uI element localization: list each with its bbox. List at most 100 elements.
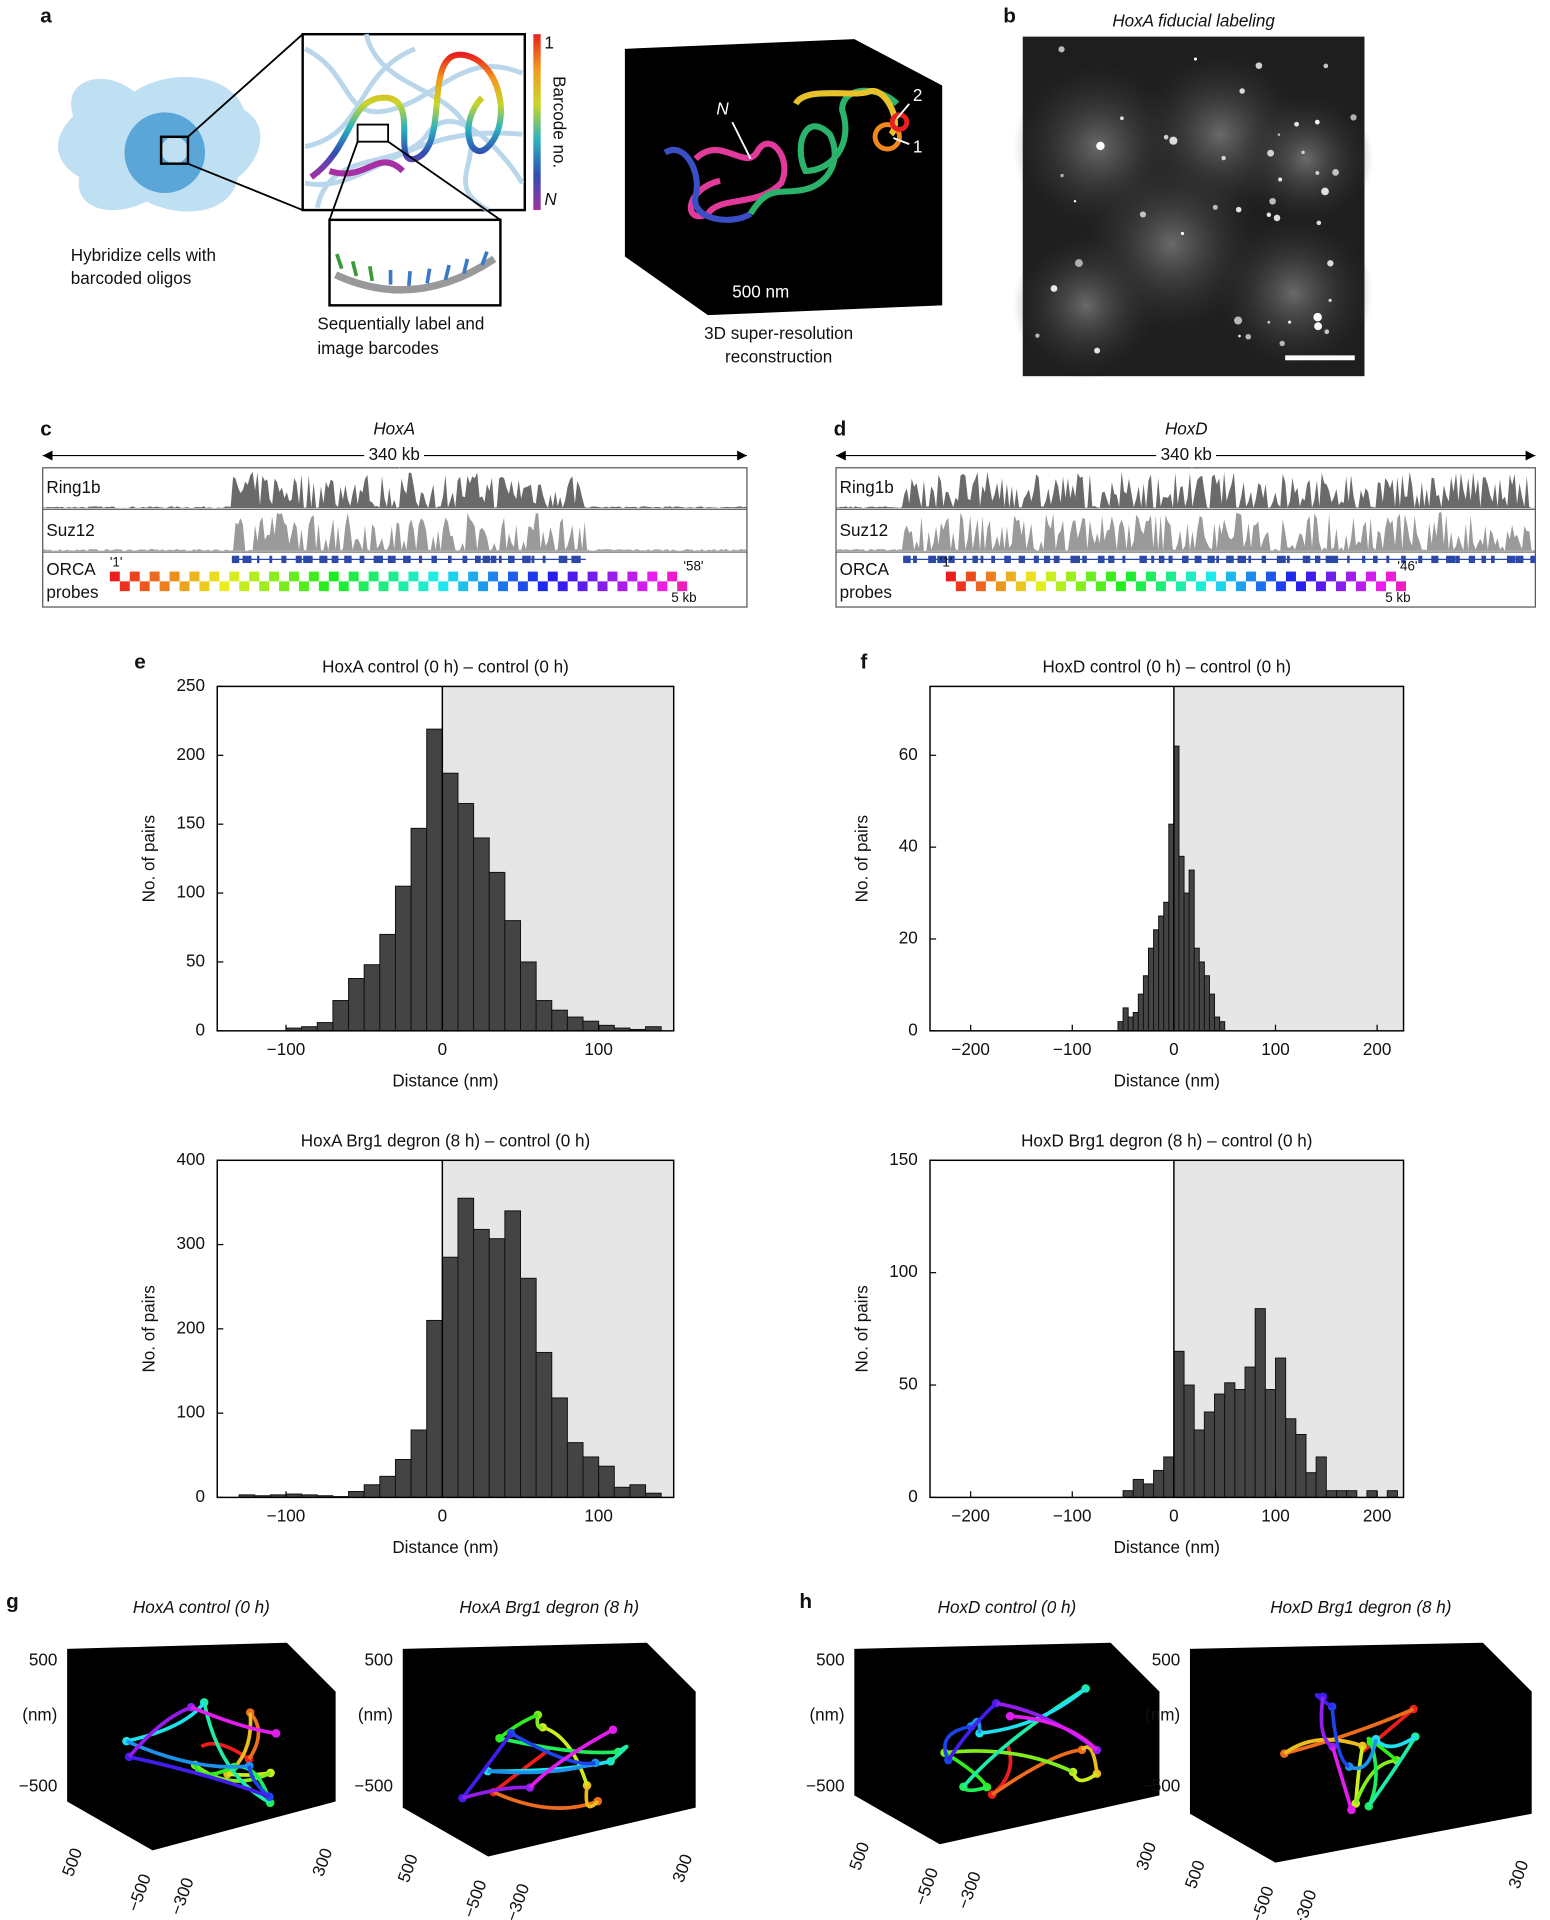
bar	[316, 1022, 334, 1032]
z-tick-label: 500	[816, 1651, 844, 1670]
trace-segment	[126, 1701, 206, 1743]
probe	[1365, 571, 1376, 582]
probe	[219, 581, 230, 592]
probe	[169, 571, 180, 582]
trace-segment	[944, 1749, 1074, 1774]
y-tick-label: 50	[186, 951, 205, 970]
bar	[1178, 855, 1185, 1032]
bar	[1244, 1366, 1256, 1498]
bar	[1188, 869, 1195, 1032]
probe-label: '1'	[940, 555, 953, 570]
gene-title: HoxA	[373, 419, 415, 438]
barcode-axis: Barcode no.	[549, 76, 568, 168]
probe	[1005, 571, 1016, 582]
x-tick-label: 100	[1261, 1040, 1289, 1059]
y-tick-label: 250	[177, 676, 205, 695]
y-tick-label: 150	[177, 814, 205, 833]
bar	[1168, 823, 1175, 1032]
probe	[657, 581, 668, 592]
bar	[1147, 947, 1155, 1032]
bar	[1234, 1389, 1246, 1498]
trace-segment	[1330, 1706, 1351, 1769]
y-tick-label: 100	[177, 883, 205, 902]
probe	[288, 571, 299, 582]
track-frame	[42, 467, 748, 608]
caption: 3D super-resolution	[704, 324, 853, 343]
probe	[1315, 581, 1326, 592]
trace-segment	[1283, 1737, 1364, 1756]
bar	[473, 1228, 490, 1498]
trace-segment	[1367, 1735, 1417, 1808]
bar	[1203, 975, 1210, 1032]
chip-signal	[836, 471, 1536, 509]
probe	[627, 571, 638, 582]
probe	[1025, 571, 1036, 582]
panel-label: b	[1003, 5, 1016, 28]
fiducial-spot	[1288, 320, 1292, 324]
bar	[379, 933, 396, 1032]
axis-tick-label: −500	[1247, 1884, 1278, 1920]
y-tick-label: 0	[908, 1020, 917, 1039]
x-tick-label: −100	[1053, 1040, 1091, 1059]
fiducial-spot	[1180, 231, 1185, 236]
axis-tick-label: 500	[59, 1846, 87, 1879]
bar	[1214, 1016, 1221, 1032]
probe	[1015, 581, 1026, 592]
probe	[955, 581, 966, 592]
probe	[975, 581, 986, 592]
probe	[1385, 571, 1396, 582]
fiducial-spot	[1212, 204, 1218, 210]
probe	[1055, 581, 1066, 592]
y-tick-label: 150	[889, 1150, 917, 1169]
y-tick-label: 200	[177, 745, 205, 764]
z-tick-label: 500	[365, 1651, 393, 1670]
fiducial-spot	[1279, 340, 1285, 347]
fiducial-spot	[1332, 169, 1339, 176]
fiducial-spot	[1096, 141, 1105, 151]
probe	[985, 571, 996, 582]
micrograph	[1012, 36, 1374, 379]
probe	[547, 571, 558, 582]
trace-segment	[946, 1701, 998, 1762]
bar	[1127, 1016, 1134, 1032]
y-tick-label: 0	[908, 1487, 917, 1506]
trace-segment	[460, 1732, 513, 1800]
y-tick-label: 0	[196, 1487, 205, 1506]
bar	[1142, 975, 1149, 1032]
probe-label: '1'	[110, 555, 123, 570]
bar	[363, 964, 381, 1032]
bar	[1137, 993, 1144, 1032]
probe	[995, 581, 1006, 592]
bar	[1285, 1418, 1297, 1498]
panel-label: g	[6, 1590, 19, 1613]
bar	[1173, 1350, 1185, 1498]
fiducial-spot	[1327, 260, 1334, 267]
3d-traces: HoxA control (0 h) 500 (nm) −500 500 −500 −300…	[19, 1598, 1532, 1920]
bar	[1275, 1357, 1287, 1498]
bar	[1142, 1483, 1155, 1498]
probe	[438, 581, 449, 592]
caption: image barcodes	[317, 339, 438, 358]
bar	[1183, 1384, 1195, 1498]
track-label: ORCA	[46, 560, 96, 579]
fiducial-spot	[1245, 333, 1252, 340]
bar	[535, 1351, 553, 1498]
fiducial-spot	[1267, 149, 1275, 157]
z-tick-label: −500	[355, 1776, 393, 1795]
probe	[1175, 581, 1186, 592]
trace-label: 1	[913, 137, 922, 156]
bar	[410, 1429, 428, 1498]
bar	[332, 1000, 350, 1032]
probe	[677, 581, 688, 592]
gene-title: HoxD	[1165, 419, 1208, 438]
x-tick-label: 100	[584, 1506, 612, 1525]
probe	[1105, 571, 1116, 582]
probe	[1095, 581, 1106, 592]
x-tick-label: 100	[1261, 1506, 1289, 1525]
probe	[119, 581, 130, 592]
bar	[1254, 1308, 1266, 1498]
probe	[468, 571, 479, 582]
axis-tick-label: 300	[1505, 1858, 1533, 1891]
fiducial-spot	[1169, 136, 1178, 145]
trace-segment	[1283, 1707, 1415, 1756]
